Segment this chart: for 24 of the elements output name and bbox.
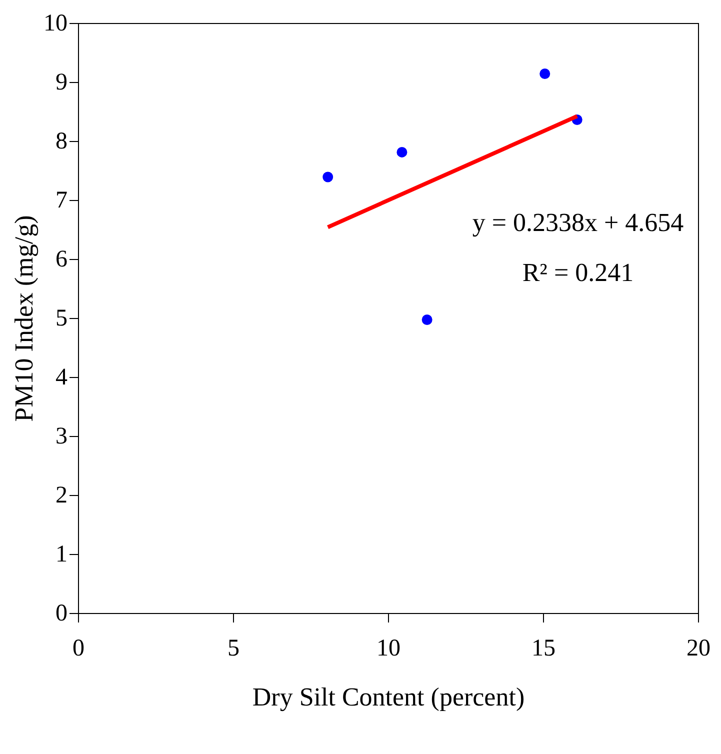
y-tick-label: 10 bbox=[44, 10, 68, 36]
y-tick-label: 2 bbox=[56, 482, 68, 508]
point bbox=[422, 314, 432, 326]
point bbox=[322, 172, 334, 182]
y-tick-label: 9 bbox=[56, 70, 68, 96]
y-axis-title: PM10 Index (mg/g) bbox=[10, 215, 38, 422]
point bbox=[540, 68, 550, 79]
y-tick-label: 8 bbox=[56, 128, 68, 154]
y-tick-label: 6 bbox=[56, 246, 68, 272]
y-tick-label: 4 bbox=[56, 364, 68, 390]
annotation: y = 0.2338x + 4.654 bbox=[472, 208, 684, 237]
annotation: R² = 0.241 bbox=[522, 258, 634, 287]
x-axis-title: Dry Silt Content (percent) bbox=[252, 682, 525, 712]
x-tick-label: 10 bbox=[376, 636, 400, 662]
x-tick-label: 20 bbox=[686, 636, 710, 662]
x-tick-label: 5 bbox=[228, 636, 240, 662]
y-tick-label: 5 bbox=[56, 306, 68, 332]
x-tick-label: 15 bbox=[532, 636, 556, 662]
y-tick-label: 0 bbox=[56, 600, 68, 626]
y-tick-label: 1 bbox=[56, 542, 68, 568]
point bbox=[396, 146, 408, 158]
y-tick-label: 7 bbox=[56, 188, 68, 214]
x-tick-label: 0 bbox=[72, 636, 84, 662]
y-tick-label: 3 bbox=[56, 424, 68, 450]
